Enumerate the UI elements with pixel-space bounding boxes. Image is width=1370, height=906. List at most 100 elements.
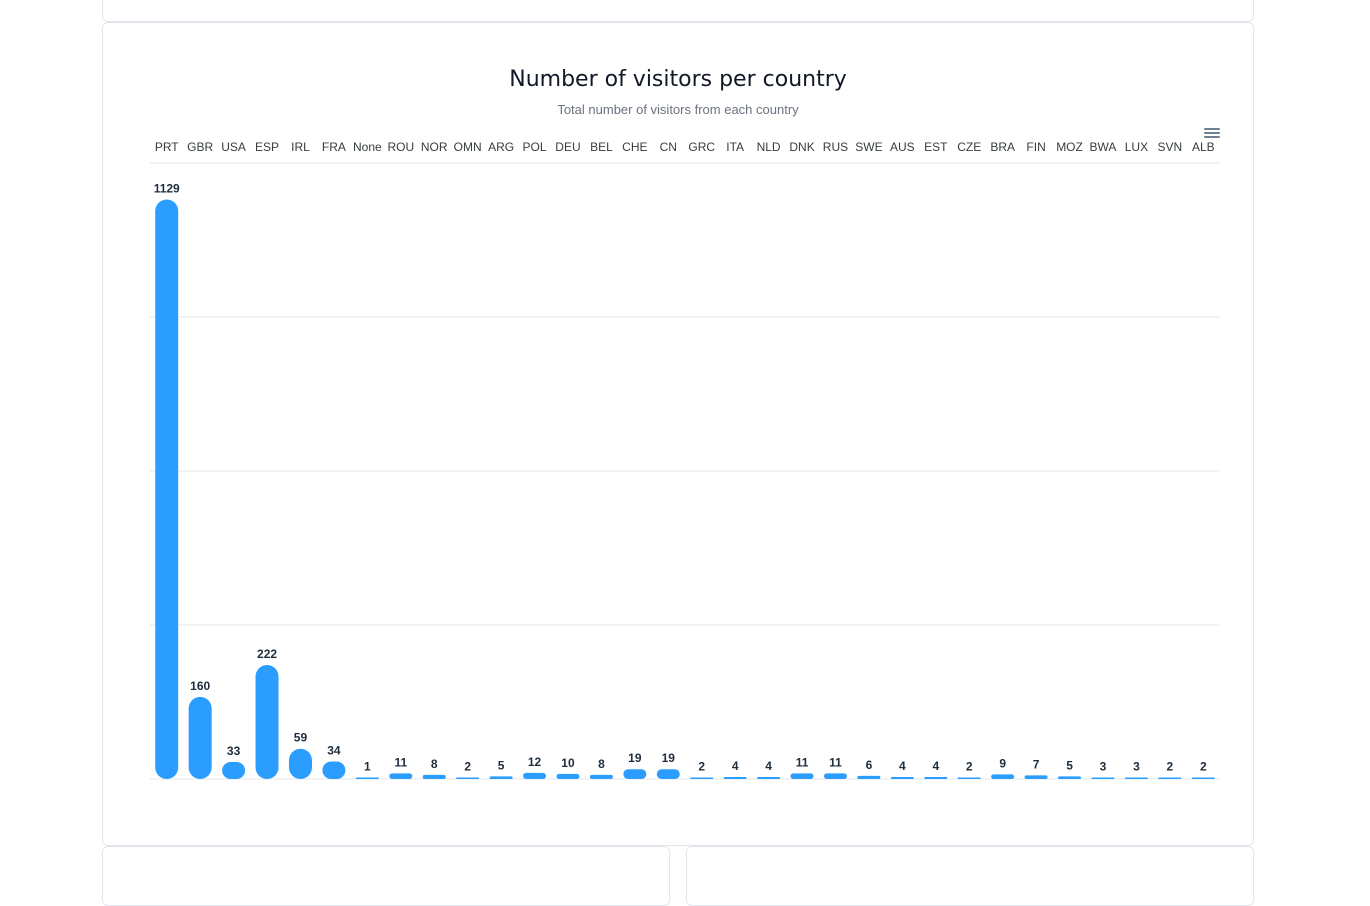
x-tick-label-bel: BEL bbox=[590, 140, 613, 154]
data-label-svn: 2 bbox=[1167, 760, 1174, 774]
bar-rus[interactable] bbox=[823, 773, 847, 779]
data-label-est: 4 bbox=[932, 759, 939, 773]
x-tick-label-moz: MOZ bbox=[1056, 140, 1083, 154]
bar-bwa[interactable] bbox=[1091, 777, 1115, 779]
data-label-bwa: 3 bbox=[1100, 759, 1107, 773]
bar-prt[interactable] bbox=[155, 199, 179, 779]
data-label-rou: 11 bbox=[394, 755, 407, 769]
grid-lines bbox=[150, 162, 1220, 780]
x-tick-label-cn: CN bbox=[660, 140, 677, 154]
bar-svn[interactable] bbox=[1158, 777, 1182, 780]
x-tick-label-dnk: DNK bbox=[789, 140, 814, 154]
data-label-moz: 5 bbox=[1066, 758, 1073, 772]
x-tick-label-rou: ROU bbox=[387, 140, 414, 154]
bar-arg[interactable] bbox=[489, 776, 513, 779]
bar-che[interactable] bbox=[623, 769, 647, 779]
x-tick-label-est: EST bbox=[924, 140, 948, 154]
bar-gbr[interactable] bbox=[188, 696, 212, 779]
data-label-fra: 34 bbox=[327, 744, 341, 758]
data-label-fin: 7 bbox=[1033, 757, 1040, 771]
data-label-esp: 222 bbox=[257, 647, 277, 661]
data-label-bel: 8 bbox=[598, 757, 605, 771]
card-next-right bbox=[686, 846, 1254, 906]
bar-rou[interactable] bbox=[389, 773, 413, 779]
data-label-aus: 4 bbox=[899, 759, 906, 773]
bar-nld[interactable] bbox=[757, 776, 781, 779]
bar-usa[interactable] bbox=[222, 762, 246, 779]
bar-ita[interactable] bbox=[723, 776, 747, 779]
card-next-left bbox=[102, 846, 670, 906]
x-tick-label-grc: GRC bbox=[688, 140, 715, 154]
bar-cn[interactable] bbox=[656, 769, 680, 779]
data-label-omn: 2 bbox=[464, 760, 471, 774]
data-label-arg: 5 bbox=[498, 758, 505, 772]
x-tick-label-lux: LUX bbox=[1125, 140, 1148, 154]
x-tick-label-fra: FRA bbox=[322, 140, 346, 154]
x-tick-label-ita: ITA bbox=[726, 140, 744, 154]
data-label-irl: 59 bbox=[294, 731, 308, 745]
x-tick-label-usa: USA bbox=[221, 140, 246, 154]
x-tick-label-bwa: BWA bbox=[1090, 140, 1117, 154]
bar-aus[interactable] bbox=[890, 776, 914, 779]
data-label-nld: 4 bbox=[765, 759, 772, 773]
bar-swe[interactable] bbox=[857, 775, 881, 779]
x-axis: PRT GBR USA ESP IRL FRA None ROU NOR OMN ARG POL DEU… bbox=[155, 140, 1215, 154]
bar-dnk[interactable] bbox=[790, 773, 814, 779]
card-previous bbox=[102, 0, 1254, 22]
hamburger-menu-icon[interactable] bbox=[1204, 128, 1220, 140]
data-label-cn: 19 bbox=[662, 751, 676, 765]
bar-deu[interactable] bbox=[556, 773, 580, 779]
x-tick-label-bra: BRA bbox=[990, 140, 1015, 154]
bar-moz[interactable] bbox=[1058, 776, 1082, 779]
x-tick-label-irl: IRL bbox=[291, 140, 310, 154]
bar-cze[interactable] bbox=[957, 777, 981, 780]
bar-grc[interactable] bbox=[690, 777, 714, 780]
x-tick-label-aus: AUS bbox=[890, 140, 915, 154]
x-tick-label-nor: NOR bbox=[421, 140, 448, 154]
bar-fra[interactable] bbox=[322, 761, 346, 779]
bar-fin[interactable] bbox=[1024, 775, 1048, 779]
data-label-nor: 8 bbox=[431, 757, 438, 771]
data-label-grc: 2 bbox=[698, 760, 705, 774]
x-tick-label-rus: RUS bbox=[823, 140, 848, 154]
data-label-prt: 1129 bbox=[154, 181, 180, 195]
data-label-swe: 6 bbox=[866, 758, 873, 772]
x-tick-label-gbr: GBR bbox=[187, 140, 213, 154]
data-label-rus: 11 bbox=[829, 755, 842, 769]
x-tick-label-none: None bbox=[353, 140, 382, 154]
data-label-cze: 2 bbox=[966, 760, 973, 774]
x-tick-label-pol: POL bbox=[523, 140, 547, 154]
x-tick-label-deu: DEU bbox=[555, 140, 580, 154]
x-tick-label-che: CHE bbox=[622, 140, 647, 154]
data-label-alb: 2 bbox=[1200, 760, 1207, 774]
bar-pol[interactable] bbox=[523, 772, 547, 779]
bar-lux[interactable] bbox=[1124, 777, 1148, 779]
bar-irl[interactable] bbox=[288, 748, 312, 779]
data-label-gbr: 160 bbox=[190, 679, 210, 693]
chart-title: Number of visitors per country bbox=[509, 67, 847, 92]
bar-omn[interactable] bbox=[456, 777, 480, 780]
bar-esp[interactable] bbox=[255, 665, 279, 779]
bar-none[interactable] bbox=[355, 777, 379, 780]
bar-nor[interactable] bbox=[422, 774, 446, 779]
x-tick-label-alb: ALB bbox=[1192, 140, 1215, 154]
bar-bra[interactable] bbox=[991, 774, 1015, 779]
x-tick-label-omn: OMN bbox=[454, 140, 482, 154]
bar-est[interactable] bbox=[924, 776, 948, 779]
data-label-bra: 9 bbox=[999, 756, 1006, 770]
data-label-lux: 3 bbox=[1133, 759, 1140, 773]
data-label-none: 1 bbox=[364, 760, 371, 774]
data-label-usa: 33 bbox=[227, 744, 241, 758]
x-tick-label-arg: ARG bbox=[488, 140, 514, 154]
data-label-dnk: 11 bbox=[796, 755, 809, 769]
x-tick-label-esp: ESP bbox=[255, 140, 279, 154]
chart-subtitle: Total number of visitors from each count… bbox=[557, 102, 799, 117]
x-tick-label-svn: SVN bbox=[1158, 140, 1183, 154]
x-tick-label-fin: FIN bbox=[1026, 140, 1045, 154]
data-label-deu: 10 bbox=[561, 756, 575, 770]
bar-bel[interactable] bbox=[589, 774, 613, 779]
bars bbox=[155, 199, 1215, 779]
bar-alb[interactable] bbox=[1191, 777, 1215, 780]
